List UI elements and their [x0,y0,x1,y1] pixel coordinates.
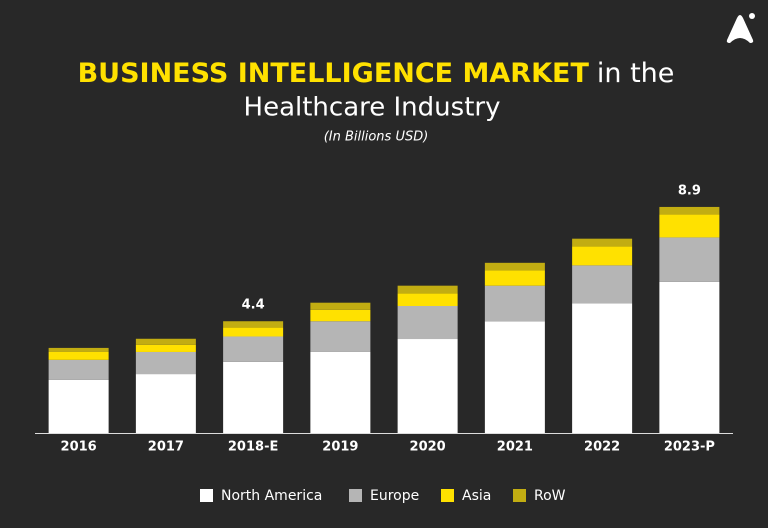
chart-title-rest: in the [597,58,675,89]
bar-segment [659,206,720,215]
bar-segment [659,214,720,238]
legend-label: North America [221,488,322,504]
total-label: 4.4 [242,298,265,313]
bar-segment [223,321,284,328]
x-tick-label: 2019 [322,440,358,455]
bar-segment [48,351,109,360]
bar-segment [135,338,196,345]
bar-segment [572,238,633,247]
bar-segment [484,270,545,286]
bar-segment [484,285,545,322]
legend-swatch [200,489,213,502]
chart-subtitle: (In Billions USD) [324,130,429,145]
legend-swatch [441,489,454,502]
x-tick-label: 2016 [61,440,97,455]
bar-segment [572,246,633,266]
chart-title-highlight: BUSINESS INTELLIGENCE MARKET [78,58,590,89]
legend-label: Europe [370,488,419,504]
bar-segment [572,303,633,433]
legend-swatch [513,489,526,502]
bar-segment [572,265,633,304]
x-tick-label: 2023-P [664,440,715,455]
bar-segment [397,293,458,306]
chart-title-line1: BUSINESS INTELLIGENCE MARKET in the [78,58,675,89]
x-tick-label: 2018-E [228,440,278,455]
bar-segment [397,306,458,340]
total-label: 8.9 [678,183,701,198]
bar-segment [48,359,109,380]
bar-segment [223,336,284,362]
bar-segment [310,351,371,433]
x-tick-label: 2021 [497,440,533,455]
bar-segment [48,347,109,352]
bar-segment [310,302,371,310]
bar-segment [397,285,458,294]
bar-segment [223,361,284,433]
bar-segment [135,344,196,352]
x-tick-label: 2020 [410,440,446,455]
x-tick-label: 2022 [584,440,620,455]
bar-segment [484,262,545,271]
bar-segment [310,321,371,352]
bar-segment [135,374,196,433]
bar-segment [659,237,720,282]
bar-segment [397,339,458,433]
legend-label: Asia [462,488,491,504]
legend-swatch [349,489,362,502]
bar-segment [135,351,196,375]
bar-segment [48,379,109,433]
legend-label: RoW [534,488,566,504]
x-tick-label: 2017 [148,440,184,455]
chart-title-line2: Healthcare Industry [244,93,501,123]
bar-segment [310,309,371,322]
logo [726,13,755,43]
logo-shape [726,15,754,43]
bar-segment [659,281,720,433]
bar-segment [484,321,545,433]
bar-segment [223,327,284,337]
logo-dot [749,13,755,19]
